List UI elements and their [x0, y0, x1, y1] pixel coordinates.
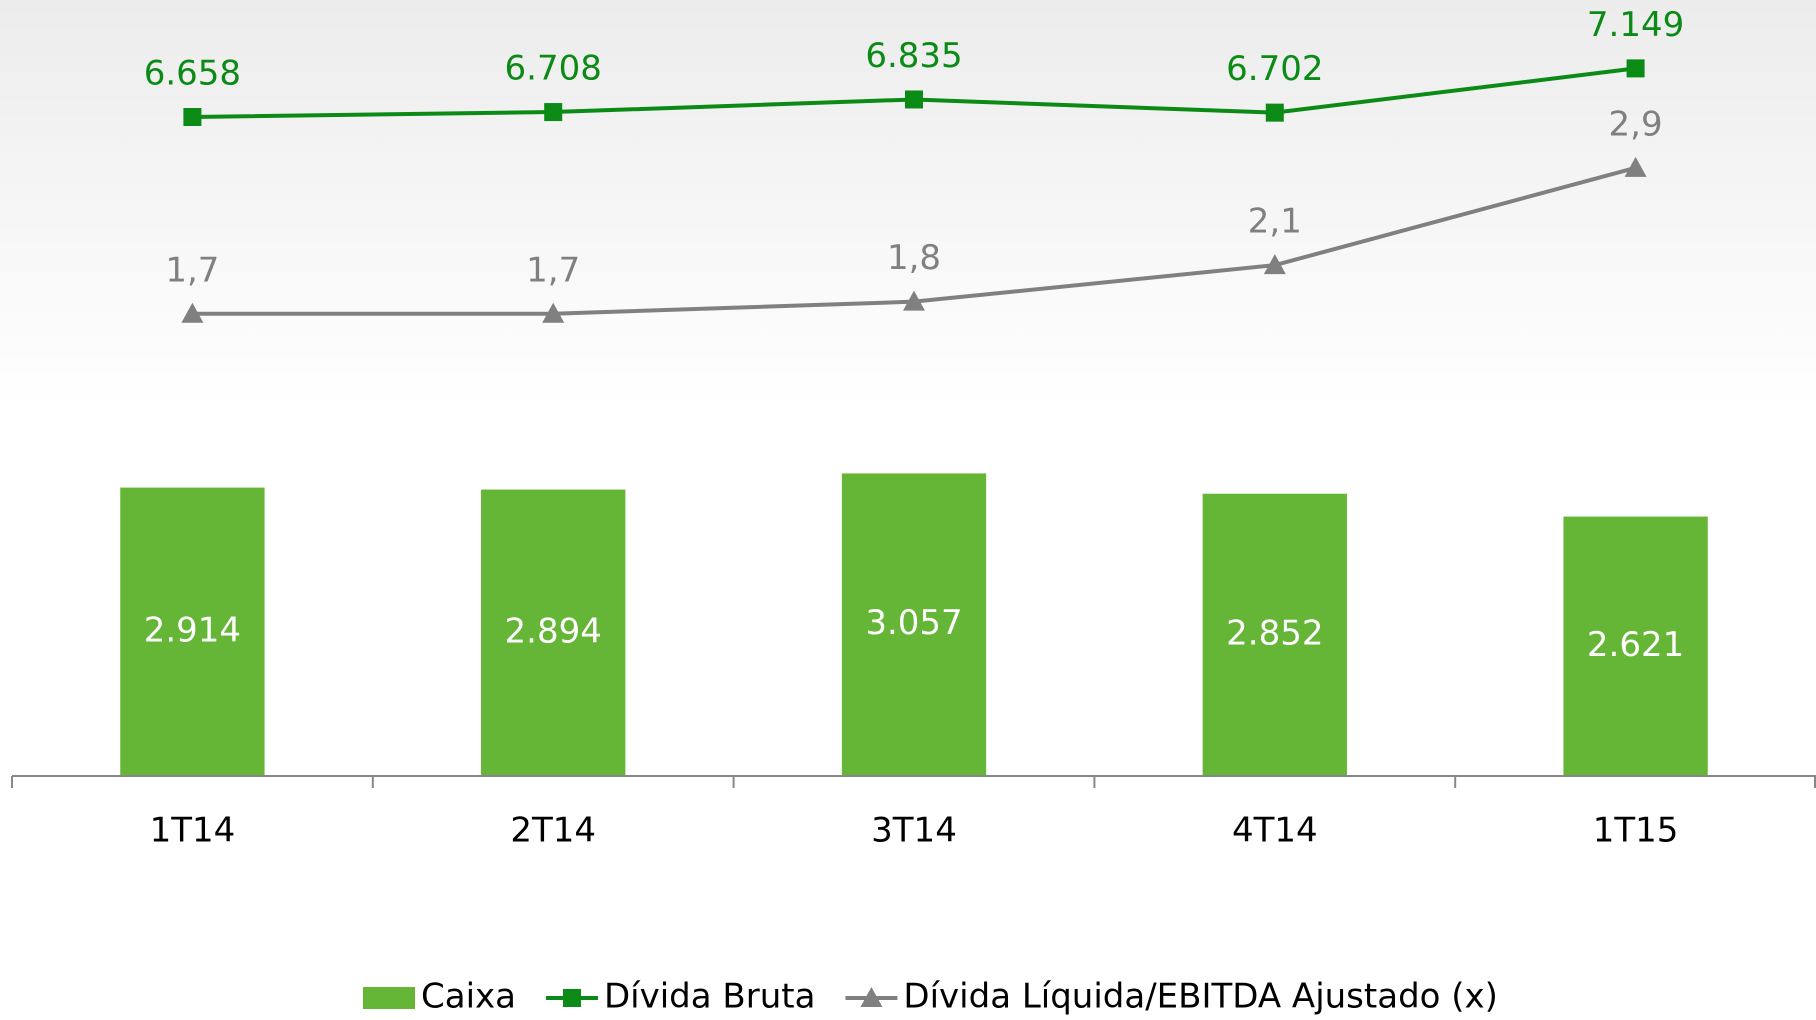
line-value-label: 6.708	[505, 49, 602, 89]
legend-marker	[562, 989, 581, 1007]
line-value-label: 6.702	[1226, 49, 1323, 89]
x-tick-label: 2T14	[510, 811, 596, 851]
bar	[1563, 516, 1708, 776]
line-value-label: 2,9	[1609, 104, 1663, 144]
x-tick-label: 1T14	[150, 811, 236, 851]
marker	[905, 90, 923, 109]
bar-value-label: 2.621	[1587, 625, 1684, 665]
bar	[1202, 493, 1347, 776]
line-value-label: 6.658	[144, 53, 241, 93]
line-value-label: 7.149	[1587, 5, 1684, 45]
marker	[183, 107, 202, 126]
marker	[544, 103, 563, 122]
marker	[542, 302, 565, 323]
bar	[481, 489, 626, 776]
line-value-label: 6.835	[865, 36, 962, 76]
legend-swatch	[363, 987, 415, 1009]
marker	[181, 302, 204, 323]
bar	[841, 473, 987, 776]
marker	[1263, 254, 1286, 275]
marker	[1265, 103, 1284, 122]
legend-label: Caixa	[421, 977, 516, 1017]
line-value-label: 1,7	[526, 250, 580, 290]
line-value-label: 1,8	[887, 238, 941, 278]
marker	[1626, 59, 1645, 78]
bar	[120, 487, 265, 776]
legend-marker	[860, 987, 883, 1007]
bar-value-label: 2.914	[144, 610, 241, 650]
bar-value-label: 3.057	[865, 603, 962, 643]
marker	[1624, 156, 1647, 177]
bar-value-label: 2.894	[505, 611, 602, 651]
bar-value-label: 2.852	[1226, 613, 1323, 653]
marker	[903, 290, 925, 311]
x-tick-label: 3T14	[871, 811, 957, 851]
x-tick-label: 4T14	[1232, 811, 1318, 851]
line-value-label: 1,7	[165, 250, 219, 290]
line-value-label: 2,1	[1248, 202, 1302, 242]
legend-label: Dívida Líquida/EBITDA Ajustado (x)	[903, 977, 1498, 1017]
x-tick-label: 1T15	[1593, 811, 1679, 851]
legend-label: Dívida Bruta	[604, 977, 815, 1017]
